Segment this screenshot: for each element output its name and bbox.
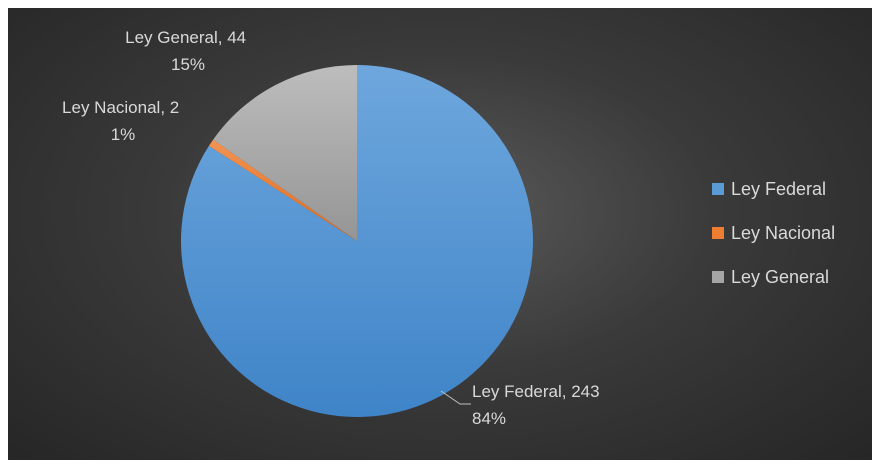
leader-line-ley-federal: [440, 390, 471, 405]
data-label-ley-general-line1: Ley General, 44: [125, 28, 246, 47]
data-label-ley-nacional: Ley Nacional, 2 1%: [62, 98, 184, 144]
data-label-ley-federal-line2: 84%: [472, 409, 506, 428]
legend-swatch-ley-general: [712, 271, 724, 283]
legend-item-ley-federal: Ley Federal: [712, 179, 835, 199]
data-label-ley-nacional-line2: 1%: [111, 125, 136, 144]
data-label-ley-general: Ley General, 44 15%: [125, 28, 251, 74]
legend: Ley Federal Ley Nacional Ley General: [712, 179, 835, 311]
data-label-ley-nacional-line1: Ley Nacional, 2: [62, 98, 179, 117]
legend-label-ley-general: Ley General: [731, 266, 830, 287]
legend-swatch-ley-federal: [712, 183, 724, 195]
legend-label-ley-nacional: Ley Nacional: [731, 222, 836, 243]
data-label-ley-federal: Ley Federal, 243 84%: [472, 382, 604, 428]
pie-slice-ley-nacional: [208, 139, 357, 241]
legend-label-ley-federal: Ley Federal: [731, 178, 827, 199]
data-label-ley-federal-line1: Ley Federal, 243: [472, 382, 600, 401]
data-label-ley-general-line2: 15%: [171, 55, 205, 74]
legend-item-ley-nacional: Ley Nacional: [712, 223, 835, 243]
pie-slice-ley-federal: [180, 65, 533, 418]
legend-item-ley-general: Ley General: [712, 267, 835, 287]
legend-swatch-ley-nacional: [712, 227, 724, 239]
pie-slice-ley-general: [213, 65, 357, 241]
